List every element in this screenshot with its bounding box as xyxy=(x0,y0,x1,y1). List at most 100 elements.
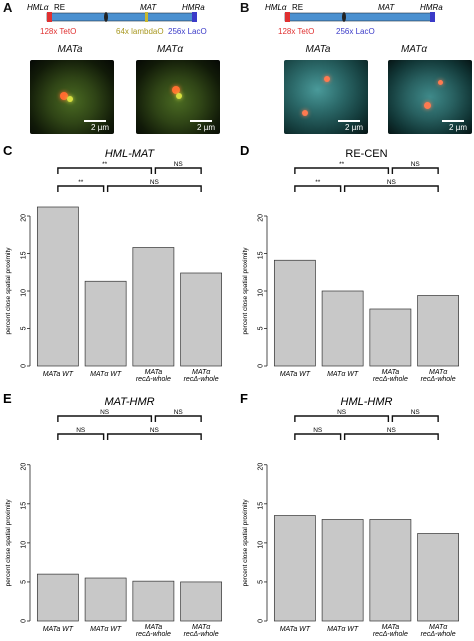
chart-panel-f: F HML-HMR 0 5 10 15 20 percent close spatial pr… xyxy=(240,391,460,638)
sig-bracket-bottom-1-label: ** xyxy=(78,179,84,186)
category-label-2: MATa recΔ-whole xyxy=(373,369,408,383)
y-tick-label: 0 xyxy=(258,619,265,623)
y-tick-label: 10 xyxy=(258,541,265,549)
panel-letter-b: B xyxy=(240,0,250,15)
y-axis-label: percent close spatial proximity xyxy=(5,247,12,335)
sig-bracket-bottom-1 xyxy=(294,185,342,192)
panel-letter: F xyxy=(240,391,248,406)
locus-label-re: RE xyxy=(292,3,303,12)
y-tick-label: 5 xyxy=(21,326,28,330)
centromere-marker xyxy=(104,12,108,22)
y-tick-label: 0 xyxy=(21,364,28,368)
bar-0 xyxy=(273,515,316,622)
spot xyxy=(324,76,330,82)
sig-bracket-top-1-label: NS xyxy=(337,409,347,416)
spot xyxy=(424,102,431,109)
bar-0 xyxy=(273,259,316,367)
bar-3 xyxy=(417,533,460,622)
sig-bracket-top-2-label: NS xyxy=(411,161,421,168)
y-tick-label: 15 xyxy=(21,502,28,510)
spot xyxy=(172,86,180,94)
locus-label-hmr: HMRa xyxy=(182,3,205,12)
bar-3 xyxy=(417,295,460,367)
locus-label-hmr: HMRa xyxy=(420,3,443,12)
y-tick-label: 5 xyxy=(21,580,28,584)
scale-label: 2 µm xyxy=(91,123,109,132)
category-label-0: MATa WT xyxy=(280,371,311,378)
y-tick-label: 15 xyxy=(21,251,28,259)
category-label-1: MATα WT xyxy=(327,371,359,378)
scale-label: 2 µm xyxy=(449,123,467,132)
y-tick-label: 15 xyxy=(258,251,265,259)
category-label-3: MATα recΔ-whole xyxy=(421,369,456,383)
sig-bracket-bottom-1-label: NS xyxy=(76,427,86,434)
micrograph-b-matalpha: 2 µm xyxy=(388,60,472,134)
panel-letter-a: A xyxy=(3,0,13,15)
category-label-0: MATa WT xyxy=(280,626,311,633)
micrograph-a-matalpha: 2 µm xyxy=(136,60,220,134)
chart-panel-e: E MAT-HMR 0 5 10 15 20 percent close spatial pr… xyxy=(3,391,223,638)
sig-bracket-bottom-2 xyxy=(343,185,439,192)
y-tick-label: 5 xyxy=(258,580,265,584)
bar-3 xyxy=(180,272,223,367)
strain-label-b-matalpha: MATα xyxy=(400,44,428,55)
chart-panel-d: D RE-CEN 0 5 10 15 20 percent close spatial pro… xyxy=(240,143,460,383)
y-axis-label: percent close spatial proximity xyxy=(5,499,12,587)
bar-2 xyxy=(132,580,175,622)
spot xyxy=(60,92,68,100)
y-tick-label: 20 xyxy=(21,214,28,222)
sig-bracket-top-1-label: NS xyxy=(100,409,110,416)
locus-label-hml: HMLα xyxy=(27,3,49,12)
category-label-1: MATα WT xyxy=(90,371,122,378)
sig-bracket-top-2 xyxy=(154,167,202,174)
chromosome-bar xyxy=(284,12,434,22)
strain-label-a-mata: MATa xyxy=(57,44,83,55)
chart-title: HML-MAT xyxy=(105,148,156,160)
chromosome-map-b: HMLα RE MAT HMRa 128x TetO 256x LacO xyxy=(265,3,443,36)
sig-bracket-top-1-label: ** xyxy=(339,161,345,168)
sig-bracket-bottom-2-label: NS xyxy=(387,427,397,434)
category-label-3: MATα recΔ-whole xyxy=(184,624,219,638)
category-label-2: MATa recΔ-whole xyxy=(136,369,171,383)
chart-title: MAT-HMR xyxy=(104,396,154,408)
bar-2 xyxy=(132,247,175,367)
y-tick-label: 0 xyxy=(258,364,265,368)
y-axis-label: percent close spatial proximity xyxy=(242,247,249,335)
sig-bracket-top-1 xyxy=(294,415,390,422)
chart-panel-c: C HML-MAT 0 5 10 15 20 percent close spatial pr… xyxy=(3,143,223,383)
sig-bracket-bottom-1 xyxy=(57,185,105,192)
scale-bar xyxy=(190,120,212,122)
spot xyxy=(438,80,443,85)
teto-array-marker xyxy=(285,12,290,22)
scale-bar xyxy=(338,120,360,122)
y-tick-label: 10 xyxy=(258,289,265,297)
panel-letter: D xyxy=(240,143,249,158)
bar-3 xyxy=(180,581,223,622)
sig-bracket-bottom-2 xyxy=(106,185,202,192)
chart-title: HML-HMR xyxy=(341,396,393,408)
bar-0 xyxy=(36,206,79,367)
sig-bracket-top-2 xyxy=(391,167,439,174)
y-tick-label: 20 xyxy=(258,463,265,471)
sig-bracket-bottom-2-label: NS xyxy=(387,179,397,186)
sig-bracket-top-2-label: NS xyxy=(411,409,421,416)
array-label-teto: 128x TetO xyxy=(278,27,314,36)
sig-bracket-bottom-2 xyxy=(343,433,439,440)
y-tick-label: 20 xyxy=(21,463,28,471)
strain-label-a-matalpha: MATα xyxy=(156,44,184,55)
sig-bracket-top-1-label: ** xyxy=(102,161,108,168)
bar-2 xyxy=(369,308,412,367)
sig-bracket-bottom-2-label: NS xyxy=(150,427,160,434)
array-label-laco: 256x LacO xyxy=(336,27,375,36)
category-label-3: MATα recΔ-whole xyxy=(184,369,219,383)
panel-letter: C xyxy=(3,143,13,158)
sig-bracket-top-2-label: NS xyxy=(174,409,184,416)
panel-letter: E xyxy=(3,391,12,406)
spot xyxy=(67,96,73,102)
locus-label-mat: MAT xyxy=(378,3,395,12)
scale-label: 2 µm xyxy=(197,123,215,132)
spot xyxy=(176,93,182,99)
micrograph-a-mata: 2 µm xyxy=(30,60,114,134)
sig-bracket-top-1 xyxy=(57,415,153,422)
locus-label-mat: MAT xyxy=(140,3,157,12)
